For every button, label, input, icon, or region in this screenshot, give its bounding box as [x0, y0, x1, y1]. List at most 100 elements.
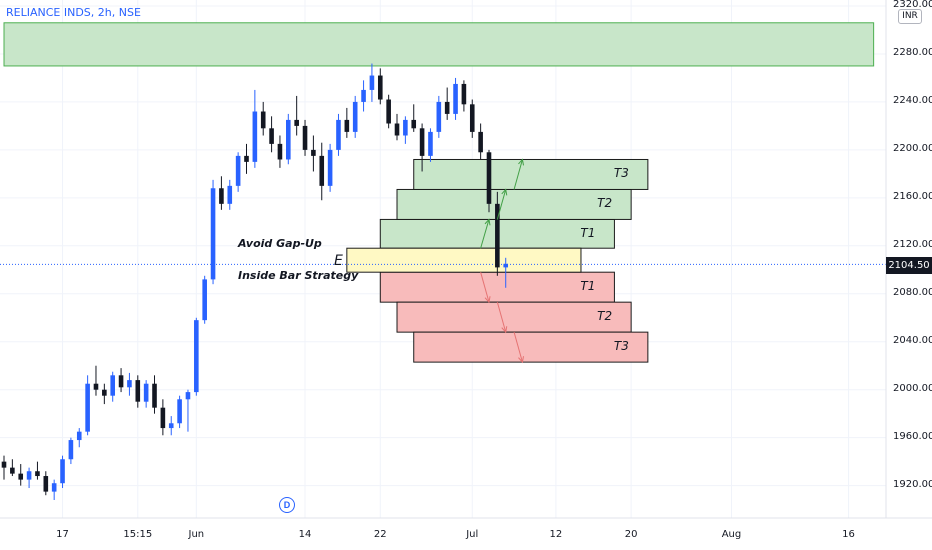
candle-body	[286, 119, 291, 160]
stop-zone-label: T2	[597, 309, 613, 324]
stop-arrow	[513, 332, 523, 363]
candle-body	[85, 383, 90, 432]
target-zone	[396, 188, 632, 220]
candle-body	[143, 383, 149, 402]
candle-body	[152, 383, 157, 408]
candle-body	[386, 99, 391, 124]
candle-body	[377, 75, 383, 100]
candle-body	[35, 471, 40, 477]
candle-body	[18, 473, 24, 480]
target-zone-label: T2	[597, 196, 613, 211]
target-arrow	[496, 189, 507, 220]
candle-body	[260, 111, 266, 129]
candle-body	[319, 155, 325, 186]
time-tick-label: Jun	[188, 529, 205, 540]
candle-body	[68, 440, 74, 460]
annotation-title-line1[interactable]: Avoid Gap-Up	[238, 237, 322, 250]
candle-body	[168, 423, 174, 429]
candle-body	[118, 375, 124, 388]
candle-body	[352, 101, 358, 132]
target-arrow-head	[501, 188, 508, 196]
target-arrow-head	[484, 218, 491, 226]
candle-body	[486, 152, 492, 204]
candle-body	[461, 83, 467, 105]
zones-layer	[3, 22, 875, 363]
stop-zone-label: T1	[580, 279, 596, 294]
candle-body	[210, 188, 216, 280]
candle-body	[336, 119, 341, 150]
price-tick-label: 2000.00	[893, 382, 932, 394]
candle-body	[60, 459, 65, 484]
entry-label[interactable]: E	[334, 253, 343, 269]
candle-body	[252, 111, 258, 162]
time-tick-label: 15:15	[123, 529, 153, 540]
candle-body	[160, 407, 166, 429]
target-arrow-head	[518, 158, 524, 166]
candle-body	[194, 320, 199, 393]
candles-layer	[1, 63, 509, 501]
candle-body	[235, 155, 241, 186]
stop-arrow-head	[484, 296, 491, 304]
candle-body	[244, 155, 249, 162]
stop-zone	[413, 331, 649, 363]
price-tick-label: 2160.00	[893, 190, 932, 202]
stop-zone	[379, 271, 615, 303]
candle-body	[419, 128, 425, 156]
price-tick-label: 2320.00	[893, 0, 932, 10]
stop-arrow	[496, 302, 507, 333]
candle-body	[227, 185, 233, 204]
dividend-event-icon[interactable]: D	[279, 497, 295, 513]
time-tick-label: Aug	[721, 529, 742, 540]
price-tick-label: 2280.00	[893, 46, 932, 58]
candle-body	[294, 119, 299, 126]
target-zone	[413, 158, 649, 190]
time-tick-label: 17	[56, 529, 69, 540]
target-zone-label: T1	[580, 225, 596, 240]
time-tick-label: Jul	[466, 529, 479, 540]
candle-body	[478, 131, 483, 153]
stop-zone	[396, 301, 632, 333]
price-tick-label: 1920.00	[893, 478, 932, 490]
time-tick-label: 20	[624, 529, 638, 540]
currency-badge[interactable]: INR	[898, 9, 922, 24]
candle-body	[277, 143, 283, 160]
stop-arrow	[480, 272, 490, 303]
candle-body	[1, 461, 7, 468]
candle-body	[102, 389, 107, 396]
candle-body	[93, 383, 99, 390]
candle-body	[403, 119, 408, 136]
candle-body	[269, 128, 274, 144]
price-tick-label: 1960.00	[893, 430, 932, 442]
candle-body	[10, 467, 15, 474]
candle-body	[177, 399, 182, 424]
target-arrow	[513, 159, 523, 190]
price-tick-label: 2040.00	[893, 334, 932, 346]
candle-body	[26, 471, 32, 480]
candle-body	[361, 89, 366, 102]
candle-body	[495, 203, 500, 268]
last-price-tag: 2104.50	[886, 257, 932, 274]
time-tick-label: 14	[298, 529, 312, 540]
candle-body	[219, 188, 224, 204]
candle-body	[344, 119, 350, 132]
candle-body	[43, 476, 49, 492]
symbol-label[interactable]: RELIANCE INDS, 2h, NSE	[6, 6, 141, 19]
annotation-title-line2[interactable]: Inside Bar Strategy	[238, 269, 359, 282]
candle-body	[185, 392, 191, 400]
candle-body	[503, 263, 509, 268]
price-tick-label: 2240.00	[893, 94, 932, 106]
candle-body	[436, 101, 442, 132]
candle-body	[327, 149, 333, 186]
candle-body	[444, 101, 450, 114]
stop-arrow-head	[518, 356, 524, 364]
candle-body	[202, 279, 207, 321]
candle-body	[110, 375, 116, 396]
candle-body	[394, 123, 400, 136]
candle-body	[453, 83, 458, 114]
price-tick-label: 2200.00	[893, 142, 932, 154]
entry-zone	[346, 247, 582, 273]
target-zone-label: T3	[613, 166, 629, 181]
stop-arrow-head	[501, 326, 508, 334]
time-tick-label: 16	[842, 529, 855, 540]
